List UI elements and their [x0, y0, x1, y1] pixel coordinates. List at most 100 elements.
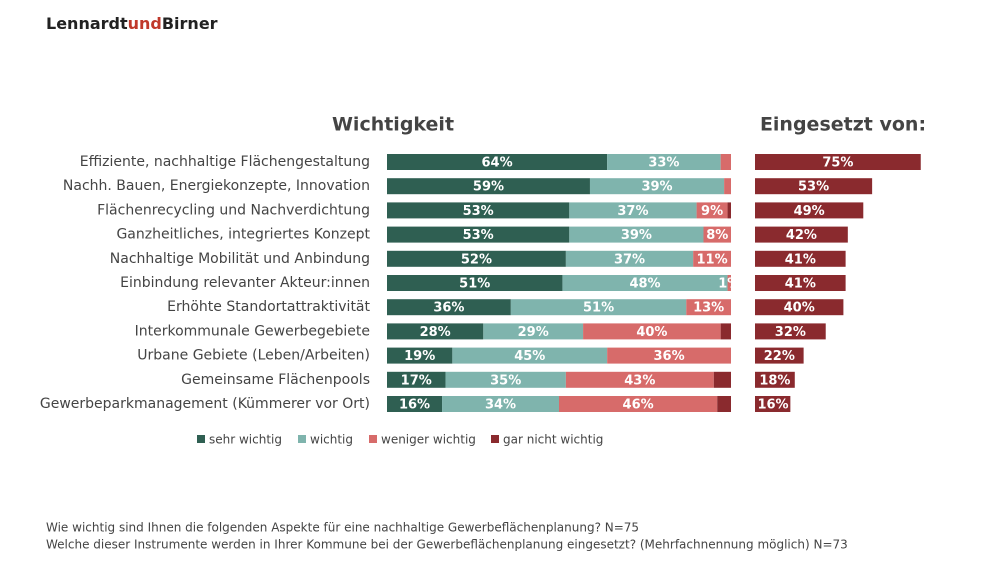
value-label: 16% [757, 398, 788, 413]
bar-segment [387, 202, 570, 219]
bar [755, 178, 873, 195]
value-label: 19% [404, 349, 435, 364]
bar-segment [696, 202, 728, 219]
category-label: Effiziente, nachhaltige Flächengestaltun… [80, 154, 370, 170]
value-label: 18% [759, 373, 790, 388]
bar [755, 250, 846, 267]
bar-segment [565, 371, 714, 388]
value-label: 34% [485, 398, 516, 413]
category-label: Interkommunale Gewerbegebiete [135, 323, 370, 339]
value-label: 16% [399, 398, 430, 413]
legend-label: sehr wichtig [209, 433, 282, 447]
bar-segment [693, 250, 731, 267]
bar-segment [387, 178, 590, 195]
value-label: 39% [621, 228, 652, 243]
footnote: Wie wichtig sind Ihnen die folgenden Asp… [46, 521, 639, 535]
logo-part: und [128, 14, 162, 33]
bar-segment [720, 154, 731, 170]
bar-segment [727, 202, 731, 219]
value-label: 40% [636, 325, 667, 340]
bar-segment [565, 250, 694, 267]
bar-segment [703, 226, 731, 243]
value-label: 53% [798, 180, 829, 195]
bar [755, 371, 795, 388]
legend-swatch [369, 435, 377, 443]
bar-segment [686, 299, 731, 316]
bar-segment [607, 154, 721, 170]
value-label: 37% [614, 252, 645, 267]
value-label: 11% [697, 252, 728, 267]
bar-segment [445, 371, 566, 388]
bar [755, 275, 846, 291]
bar-segment [387, 226, 570, 243]
bar-segment [387, 275, 563, 291]
value-label: 48% [629, 277, 660, 292]
value-label: 36% [654, 349, 685, 364]
value-label: 8% [706, 228, 728, 243]
bar-segment [717, 396, 731, 412]
bar-segment [387, 347, 453, 364]
category-label: Nachh. Bauen, Energiekonzepte, Innovatio… [63, 178, 370, 194]
legend-label: wichtig [310, 433, 353, 447]
logo-part: Birner [162, 14, 218, 33]
category-label: Nachhaltige Mobilität und Anbindung [110, 251, 370, 267]
value-label: 45% [514, 349, 545, 364]
value-label: 36% [433, 301, 464, 316]
category-label: Flächenrecycling und Nachverdichtung [97, 202, 370, 218]
category-label: Urbane Gebiete (Leben/Arbeiten) [137, 348, 370, 364]
value-label: 13% [693, 301, 724, 316]
value-label: 51% [583, 301, 614, 316]
bar-segment [442, 396, 559, 412]
bar-segment [562, 275, 728, 291]
logo: LennardtundBirner [46, 14, 218, 33]
bar [755, 323, 826, 340]
category-label: Gewerbeparkmanagement (Kümmerer vor Ort) [40, 396, 370, 412]
bar-segment [607, 347, 731, 364]
legend-swatch [298, 435, 306, 443]
value-label: 51% [459, 277, 490, 292]
legend-label: gar nicht wichtig [503, 433, 603, 447]
bar-segment [387, 154, 608, 170]
bar-segment [510, 299, 687, 316]
bar-segment [452, 347, 608, 364]
category-label: Ganzheitliches, integriertes Konzept [116, 227, 370, 243]
value-label: 28% [420, 325, 451, 340]
value-label: 22% [764, 349, 795, 364]
value-label: 41% [785, 252, 816, 267]
value-label: 53% [463, 204, 494, 219]
bar-segment [583, 323, 721, 340]
bar-segment [720, 323, 731, 340]
value-label: 39% [641, 180, 672, 195]
chart-title: Eingesetzt von: [760, 114, 926, 136]
bar-segment [387, 323, 484, 340]
value-label: 40% [784, 301, 815, 316]
bar [755, 226, 848, 243]
value-label: 29% [518, 325, 549, 340]
category-label: Einbindung relevanter Akteur:innen [120, 275, 370, 291]
bar [755, 154, 921, 170]
value-label: 37% [617, 204, 648, 219]
bar-segment [387, 299, 511, 316]
value-label: 52% [461, 252, 492, 267]
logo-part: Lennardt [46, 14, 128, 33]
bar-segment [727, 275, 731, 291]
value-label: 35% [490, 373, 521, 388]
bar-segment [387, 250, 566, 267]
bar-segment [483, 323, 584, 340]
value-label: 75% [822, 156, 853, 171]
value-label: 49% [794, 204, 825, 219]
bar-segment [724, 178, 731, 195]
bar [755, 299, 844, 316]
value-label: 42% [786, 228, 817, 243]
chart-title: Wichtigkeit [332, 114, 454, 136]
value-label: 41% [785, 277, 816, 292]
legend-label: weniger wichtig [381, 433, 476, 447]
bar-segment [569, 202, 697, 219]
value-label: 43% [624, 373, 655, 388]
bar [755, 202, 864, 219]
value-label: 33% [648, 156, 679, 171]
bar-segment [569, 226, 704, 243]
footnote: Welche dieser Instrumente werden in Ihre… [46, 538, 848, 552]
value-label: 32% [775, 325, 806, 340]
